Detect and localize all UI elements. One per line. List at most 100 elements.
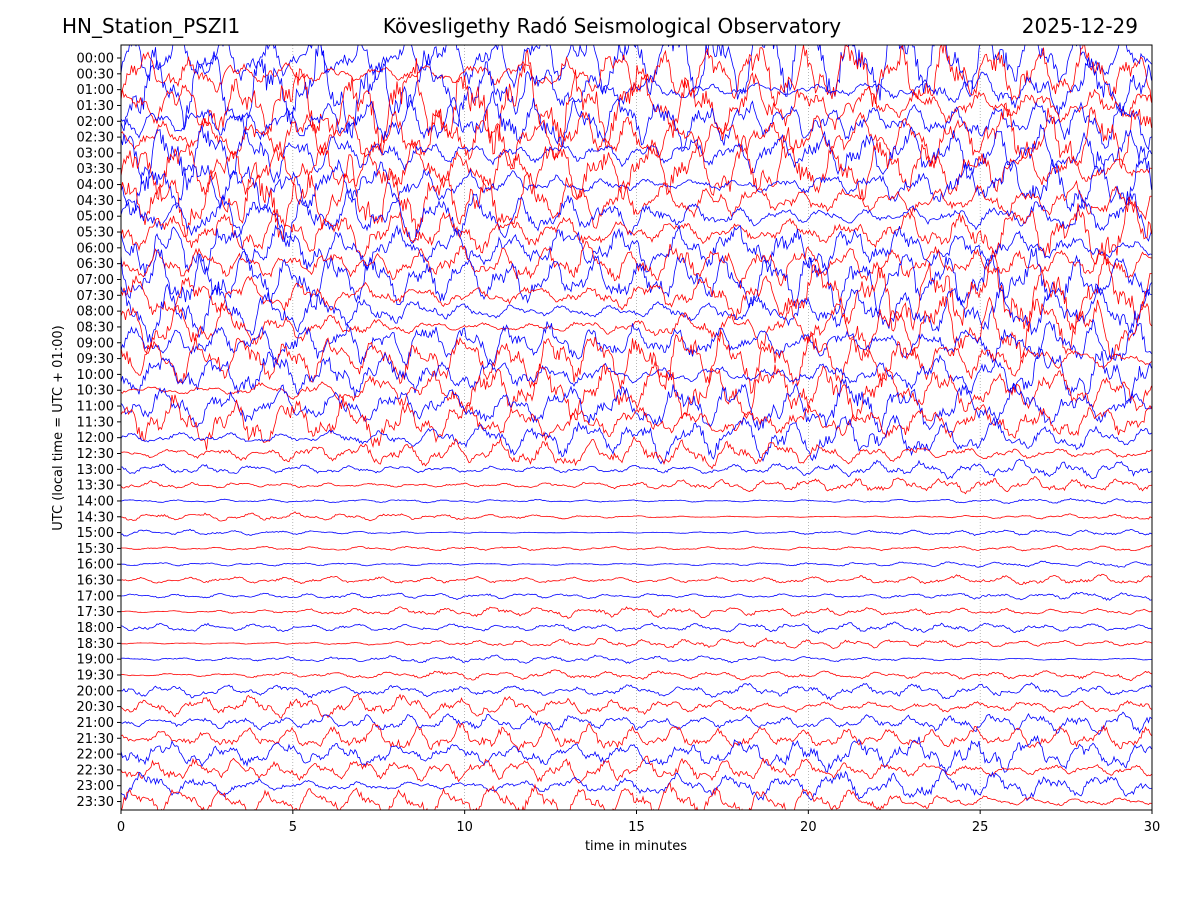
trace-0300 <box>121 124 1152 191</box>
y-tick-label-28: 14:00 <box>77 494 114 509</box>
trace-1500 <box>121 528 1152 537</box>
y-tick-label-27: 13:30 <box>77 479 114 494</box>
y-tick-label-46: 23:00 <box>77 779 114 794</box>
trace-0400 <box>121 145 1152 216</box>
y-tick-label-13: 06:30 <box>77 257 114 272</box>
trace-2000 <box>121 682 1152 701</box>
trace-0230 <box>121 102 1152 170</box>
x-tick-label-1: 5 <box>289 820 297 835</box>
trace-1430 <box>121 511 1152 522</box>
trace-1700 <box>121 591 1152 601</box>
trace-0000 <box>121 45 1152 101</box>
y-tick-label-11: 05:30 <box>77 226 114 241</box>
trace-1600 <box>121 560 1152 568</box>
trace-2030 <box>121 693 1152 720</box>
y-tick-label-21: 10:30 <box>77 384 114 399</box>
y-tick-label-30: 15:00 <box>77 526 114 541</box>
y-axis-ticks: 00:0000:3001:0001:3002:0002:3003:0003:30… <box>77 52 121 810</box>
trace-1130 <box>121 394 1152 450</box>
trace-0600 <box>121 224 1152 277</box>
trace-1200 <box>121 414 1152 465</box>
trace-1230 <box>121 435 1152 470</box>
y-tick-label-15: 07:30 <box>77 289 114 304</box>
x-tick-label-5: 25 <box>972 820 989 835</box>
y-tick-label-33: 16:30 <box>77 574 114 589</box>
x-axis-label: time in minutes <box>585 839 687 854</box>
observatory-title: Kövesligethy Radó Seismological Observat… <box>382 14 842 38</box>
y-tick-label-38: 19:00 <box>77 653 114 668</box>
date-title: 2025-12-29 <box>1021 14 1138 38</box>
trace-2330 <box>121 781 1152 810</box>
y-tick-label-36: 18:00 <box>77 621 114 636</box>
y-tick-label-0: 00:00 <box>77 52 114 67</box>
trace-0330 <box>121 127 1152 202</box>
y-tick-label-39: 19:30 <box>77 668 114 683</box>
y-tick-label-22: 11:00 <box>77 400 114 415</box>
y-tick-label-14: 07:00 <box>77 273 114 288</box>
trace-0530 <box>121 196 1152 265</box>
y-tick-label-19: 09:30 <box>77 352 114 367</box>
y-tick-label-3: 01:30 <box>77 99 114 114</box>
y-tick-label-42: 21:00 <box>77 716 114 731</box>
trace-2300 <box>121 768 1152 802</box>
y-tick-label-16: 08:00 <box>77 305 114 320</box>
y-tick-label-20: 10:00 <box>77 368 114 383</box>
trace-0130 <box>121 48 1152 155</box>
y-tick-label-41: 20:30 <box>77 700 114 715</box>
x-tick-label-0: 0 <box>117 820 125 835</box>
trace-1630 <box>121 573 1152 585</box>
gridlines <box>292 45 981 810</box>
x-axis-ticks: 0 5 10 15 20 25 30 <box>117 810 1160 835</box>
y-tick-label-10: 05:00 <box>77 210 114 225</box>
trace-1330 <box>121 476 1152 495</box>
trace-1000 <box>121 348 1152 404</box>
y-tick-label-12: 06:00 <box>77 241 114 256</box>
trace-2230 <box>121 755 1152 784</box>
trace-0430 <box>121 154 1152 240</box>
y-tick-label-2: 01:00 <box>77 83 114 98</box>
trace-2100 <box>121 711 1152 736</box>
trace-1830 <box>121 637 1152 650</box>
y-tick-label-31: 15:30 <box>77 542 114 557</box>
x-tick-label-2: 10 <box>456 820 473 835</box>
seismic-traces <box>121 45 1152 810</box>
trace-0500 <box>121 187 1152 245</box>
y-tick-label-9: 04:30 <box>77 194 114 209</box>
y-tick-label-8: 04:00 <box>77 178 114 193</box>
trace-2130 <box>121 722 1152 752</box>
x-tick-label-3: 15 <box>628 820 645 835</box>
y-tick-label-43: 21:30 <box>77 732 114 747</box>
y-tick-label-4: 02:00 <box>77 115 114 130</box>
y-tick-label-17: 08:30 <box>77 320 114 335</box>
y-axis-label: UTC (local time = UTC + 01:00) <box>51 325 66 530</box>
y-tick-label-45: 22:30 <box>77 763 114 778</box>
trace-1930 <box>121 669 1152 682</box>
trace-1530 <box>121 545 1152 552</box>
trace-0800 <box>121 281 1152 343</box>
y-tick-label-23: 11:30 <box>77 415 114 430</box>
y-tick-label-7: 03:30 <box>77 162 114 177</box>
trace-1730 <box>121 606 1152 619</box>
trace-0200 <box>121 90 1152 151</box>
trace-1400 <box>121 498 1152 505</box>
trace-1030 <box>121 360 1152 422</box>
trace-1900 <box>121 654 1152 664</box>
y-tick-label-25: 12:30 <box>77 447 114 462</box>
y-tick-label-40: 20:00 <box>77 684 114 699</box>
station-title: HN_Station_PSZI1 <box>62 14 241 38</box>
trace-0030 <box>121 45 1152 108</box>
trace-0700 <box>121 247 1152 315</box>
y-tick-label-5: 02:30 <box>77 131 114 146</box>
trace-1300 <box>121 458 1152 480</box>
y-tick-label-6: 03:00 <box>77 146 114 161</box>
y-tick-label-29: 14:30 <box>77 510 114 525</box>
trace-0100 <box>121 45 1152 139</box>
y-tick-label-37: 18:30 <box>77 637 114 652</box>
trace-0900 <box>121 310 1152 368</box>
y-tick-label-1: 00:30 <box>77 67 114 82</box>
y-tick-label-44: 22:00 <box>77 748 114 763</box>
trace-0630 <box>121 240 1152 289</box>
trace-0830 <box>121 295 1152 360</box>
y-tick-label-32: 16:00 <box>77 558 114 573</box>
